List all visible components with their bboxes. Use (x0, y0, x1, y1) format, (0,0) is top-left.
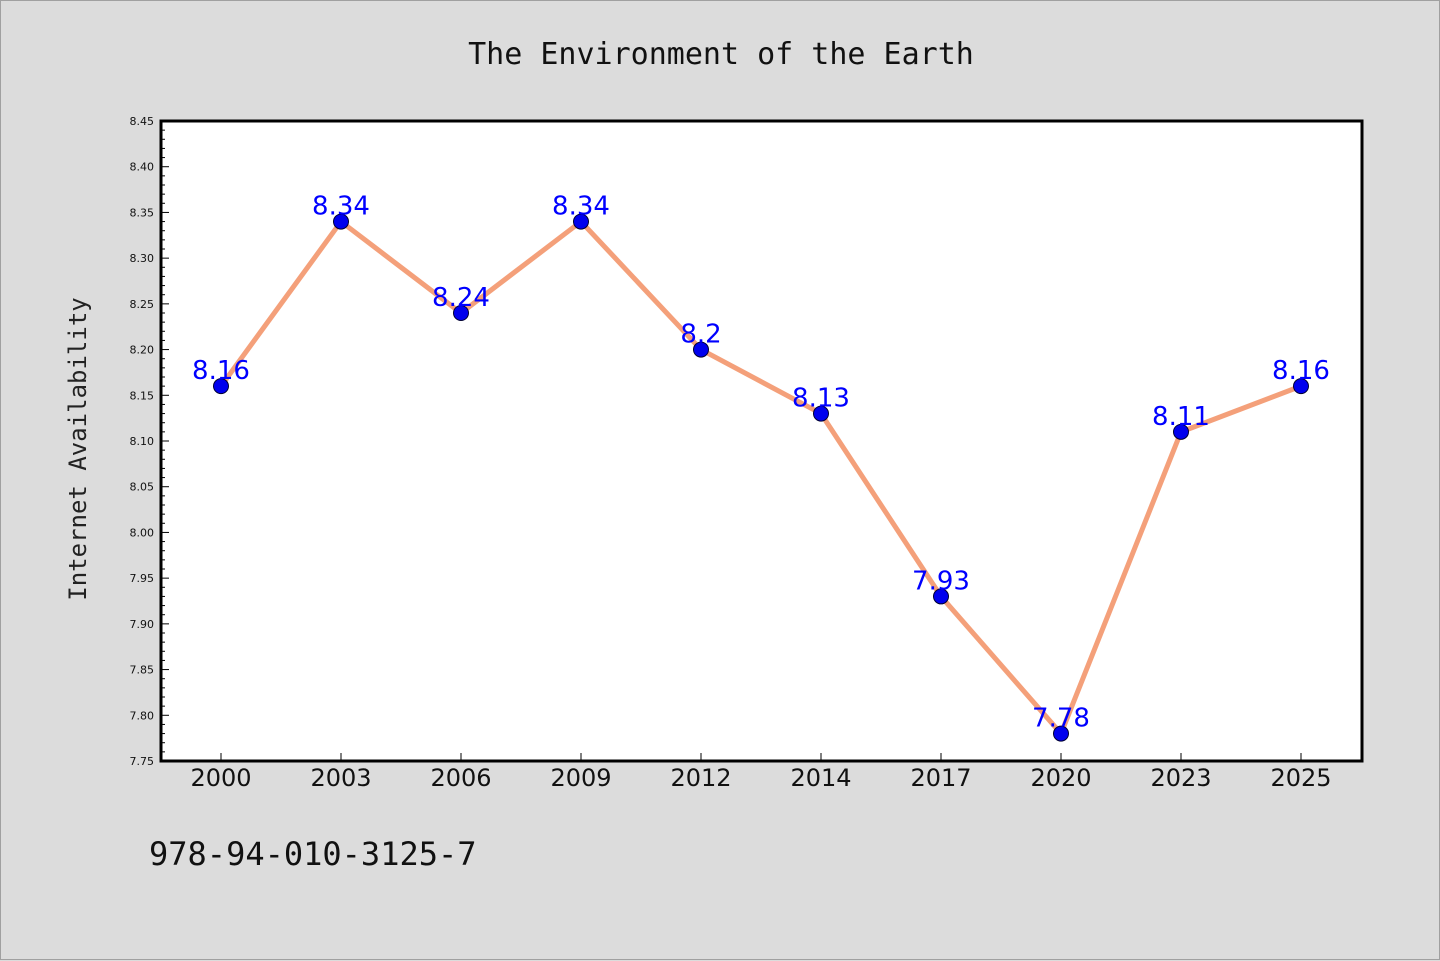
data-label: 8.24 (432, 283, 490, 313)
y-tick-label: 8.15 (130, 389, 155, 402)
data-point-marker (1053, 725, 1069, 742)
series-line-group (218, 219, 1304, 737)
data-label: 8.34 (552, 192, 610, 222)
y-tick-label: 8.05 (130, 481, 155, 494)
plot-area (159, 119, 1364, 763)
data-label: 8.16 (192, 356, 250, 386)
x-tick-label: 2023 (1150, 764, 1211, 792)
x-tick-label: 2009 (550, 764, 611, 792)
data-labels: 8.16 8.34 8.24 8.34 8.2 8.13 7.93 7.78 8.11 8.16 (192, 192, 1330, 734)
y-tick-label: 8.00 (130, 526, 155, 539)
x-tick-label: 2000 (190, 764, 251, 792)
data-label: 8.16 (1272, 356, 1330, 386)
y-tick-label: 8.40 (130, 161, 155, 174)
data-point-marker (1173, 423, 1189, 440)
data-point-marker (213, 378, 229, 395)
y-axis-label: Internet Availability (64, 297, 92, 600)
series-line (218, 219, 1304, 737)
data-point-marker (693, 341, 709, 358)
x-axis: 2000 2003 2006 2009 2012 2014 2017 2020 2023 2025 (190, 753, 1332, 792)
y-tick-label: 8.35 (130, 206, 155, 219)
x-tick-label: 2014 (790, 764, 851, 792)
chart-title: The Environment of the Earth (468, 37, 974, 72)
data-label: 8.34 (312, 192, 370, 222)
footer-isbn: 978-94-010-3125-7 (149, 835, 477, 873)
data-point-marker (453, 305, 469, 321)
y-tick-label: 7.95 (130, 572, 155, 585)
x-tick-label: 2020 (1030, 764, 1091, 792)
data-label: 8.2 (680, 320, 721, 350)
x-tick-label: 2006 (430, 764, 491, 792)
x-tick-label: 2025 (1270, 764, 1331, 792)
y-tick-label: 8.10 (130, 435, 155, 448)
data-point-marker (933, 588, 949, 605)
y-tick-label: 8.20 (130, 344, 155, 357)
data-markers (213, 213, 1309, 742)
x-tick-label: 2003 (310, 764, 371, 792)
x-tick-label: 2012 (670, 764, 731, 792)
y-tick-label: 7.75 (130, 755, 155, 768)
x-tick-label: 2017 (910, 764, 971, 792)
data-label: 8.11 (1152, 402, 1210, 432)
y-tick-label: 8.45 (130, 115, 155, 128)
y-tick-label: 7.80 (130, 709, 155, 722)
data-point-marker (1293, 378, 1309, 395)
data-point-marker (813, 405, 829, 422)
data-label: 7.93 (912, 566, 970, 596)
y-axis: 7.75 7.80 7.85 7.90 7.95 8.00 8.05 8.10 8.15 8.20… (130, 115, 169, 768)
y-tick-label: 8.30 (130, 252, 155, 265)
data-label: 7.78 (1032, 704, 1090, 734)
data-point-marker (573, 213, 589, 230)
data-point-marker (333, 213, 349, 230)
y-tick-label: 8.25 (130, 298, 155, 311)
y-tick-label: 7.85 (130, 664, 155, 677)
y-tick-label: 7.90 (130, 618, 155, 631)
data-label: 8.13 (792, 384, 850, 414)
